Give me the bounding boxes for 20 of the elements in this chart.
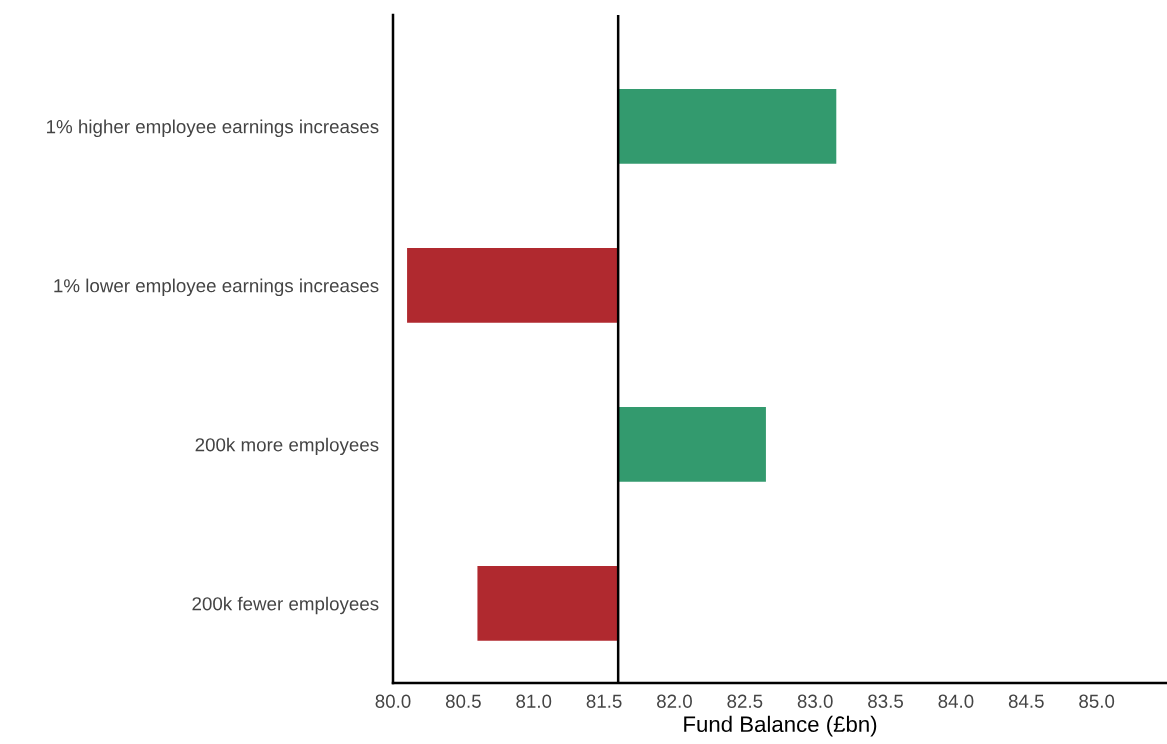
bar [618,88,837,164]
bar [477,566,619,641]
x-tick-label: 80.0 [375,694,411,708]
x-tick-label: 82.0 [657,694,692,708]
x-tick-label: 83.0 [797,694,833,708]
x-axis-title: Fund Balance (£bn) [684,715,877,737]
x-tick-label: 83.5 [868,694,904,708]
x-tick-label: 80.5 [445,694,481,708]
y-tick-label: 1% higher employee earnings increases [47,119,379,138]
bar [618,407,766,482]
y-tick-label: 1% lower employee earnings increases [54,278,379,297]
x-tick-label: 82.5 [727,694,763,708]
x-tick-label: 81.0 [516,694,552,708]
x-tick-label: 85.0 [1079,694,1115,708]
bar [407,248,619,323]
y-tick-label: 200k more employees [195,437,379,456]
y-tick-label: 200k fewer employees [192,596,379,615]
x-tick-label: 84.0 [938,694,974,708]
x-tick-label: 81.5 [586,694,622,708]
x-tick-label: 84.5 [1008,694,1044,708]
